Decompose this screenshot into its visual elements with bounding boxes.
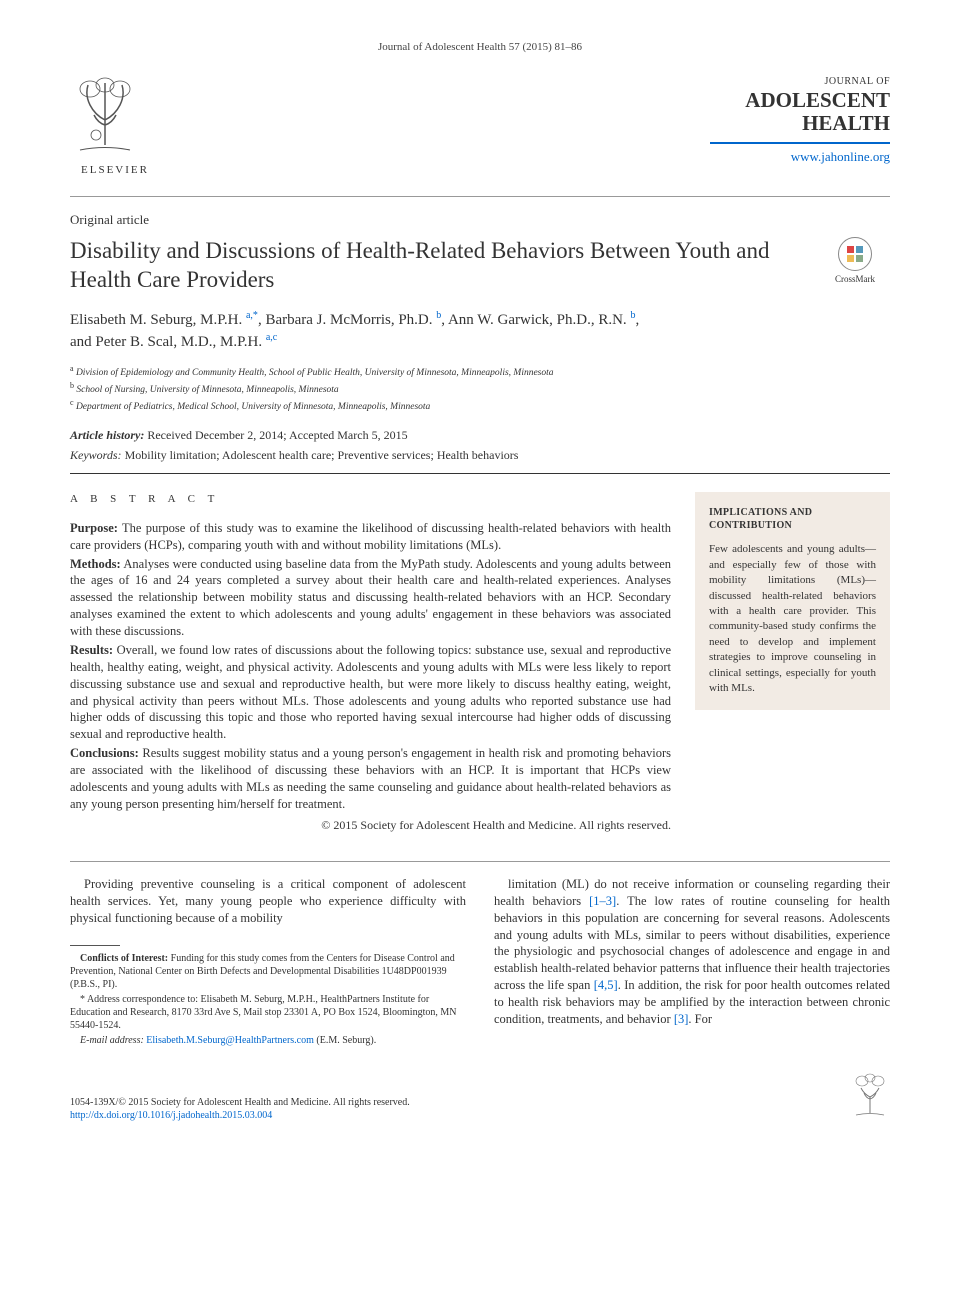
- issn-line: 1054-139X/© 2015 Society for Adolescent …: [70, 1096, 410, 1109]
- author-4: Peter B. Scal, M.D., M.P.H.: [95, 334, 262, 350]
- journal-name: ADOLESCENT HEALTH: [710, 89, 890, 135]
- body-paragraph: limitation (ML) do not receive informati…: [494, 876, 890, 1028]
- journal-title-block: JOURNAL OF ADOLESCENT HEALTH www.jahonli…: [710, 75, 890, 165]
- publisher-name: ELSEVIER: [70, 163, 160, 178]
- author-3-affil-link[interactable]: b: [630, 312, 635, 328]
- footnote-rule: [70, 945, 120, 946]
- column-left: Providing preventive counseling is a cri…: [70, 876, 466, 1049]
- footer-tree-icon: [850, 1071, 890, 1117]
- correspondence-marker: *: [80, 994, 85, 1005]
- divider: [70, 196, 890, 197]
- journal-url-link[interactable]: www.jahonline.org: [791, 149, 890, 164]
- elsevier-tree-icon: [70, 75, 140, 155]
- email-tail: (E.M. Seburg).: [316, 1035, 376, 1046]
- citation-link[interactable]: [4,5]: [594, 978, 618, 992]
- citation-link[interactable]: [1–3]: [589, 894, 616, 908]
- affiliation-c: Department of Pediatrics, Medical School…: [76, 403, 430, 413]
- running-head: Journal of Adolescent Health 57 (2015) 8…: [70, 40, 890, 55]
- journal-superhead: JOURNAL OF: [710, 75, 890, 89]
- crossmark-label: CrossMark: [835, 273, 875, 286]
- article-type: Original article: [70, 211, 890, 229]
- email-label: E-mail address:: [80, 1035, 144, 1046]
- header-row: ELSEVIER JOURNAL OF ADOLESCENT HEALTH ww…: [70, 75, 890, 178]
- implications-body: Few adolescents and young adults—and esp…: [709, 542, 876, 696]
- abstract-section: A B S T R A C T Purpose: The purpose of …: [70, 492, 890, 832]
- keywords: Keywords: Mobility limitation; Adolescen…: [70, 447, 890, 464]
- footer-logo: [850, 1071, 890, 1122]
- abstract-heading: A B S T R A C T: [70, 492, 671, 507]
- implications-box: IMPLICATIONS AND CONTRIBUTION Few adoles…: [695, 492, 890, 710]
- affiliation-b: School of Nursing, University of Minneso…: [76, 385, 338, 395]
- author-list: Elisabeth M. Seburg, M.P.H. a,*, Barbara…: [70, 309, 890, 353]
- author-4-affil-link[interactable]: a,c: [266, 334, 277, 350]
- publisher-logo: ELSEVIER: [70, 75, 160, 178]
- doi-link[interactable]: http://dx.doi.org/10.1016/j.jadohealth.2…: [70, 1110, 272, 1121]
- correspondence-email-link[interactable]: Elisabeth.M.Seburg@HealthPartners.com: [146, 1035, 314, 1046]
- abstract-body: Purpose: The purpose of this study was t…: [70, 520, 671, 833]
- author-1: Elisabeth M. Seburg, M.P.H.: [70, 312, 242, 328]
- author-and: and: [70, 334, 95, 350]
- journal-divider: [710, 142, 890, 144]
- author-1-affil-link[interactable]: a,*: [246, 312, 258, 328]
- crossmark-badge[interactable]: CrossMark: [820, 237, 890, 286]
- author-3: Ann W. Garwick, Ph.D., R.N.: [448, 312, 627, 328]
- correspondence-text: Address correspondence to: Elisabeth M. …: [70, 994, 456, 1031]
- footnotes: Conflicts of Interest: Funding for this …: [70, 952, 466, 1047]
- article-title: Disability and Discussions of Health-Rel…: [70, 237, 800, 295]
- divider: [70, 473, 890, 474]
- affiliations: a Division of Epidemiology and Community…: [70, 363, 890, 415]
- article-history: Article history: Received December 2, 20…: [70, 427, 890, 444]
- implications-heading: IMPLICATIONS AND CONTRIBUTION: [709, 506, 876, 532]
- abstract-copyright: © 2015 Society for Adolescent Health and…: [70, 817, 671, 833]
- conflicts-label: Conflicts of Interest:: [80, 953, 168, 964]
- body-text: Providing preventive counseling is a cri…: [70, 876, 890, 1049]
- author-2-affil-link[interactable]: b: [436, 312, 441, 328]
- column-right: limitation (ML) do not receive informati…: [494, 876, 890, 1049]
- citation-link[interactable]: [3]: [674, 1012, 689, 1026]
- affiliation-a: Division of Epidemiology and Community H…: [76, 368, 554, 378]
- page-footer: 1054-139X/© 2015 Society for Adolescent …: [70, 1071, 890, 1122]
- body-paragraph: Providing preventive counseling is a cri…: [70, 876, 466, 927]
- divider: [70, 861, 890, 862]
- author-2: Barbara J. McMorris, Ph.D.: [265, 312, 432, 328]
- crossmark-icon: [838, 237, 872, 271]
